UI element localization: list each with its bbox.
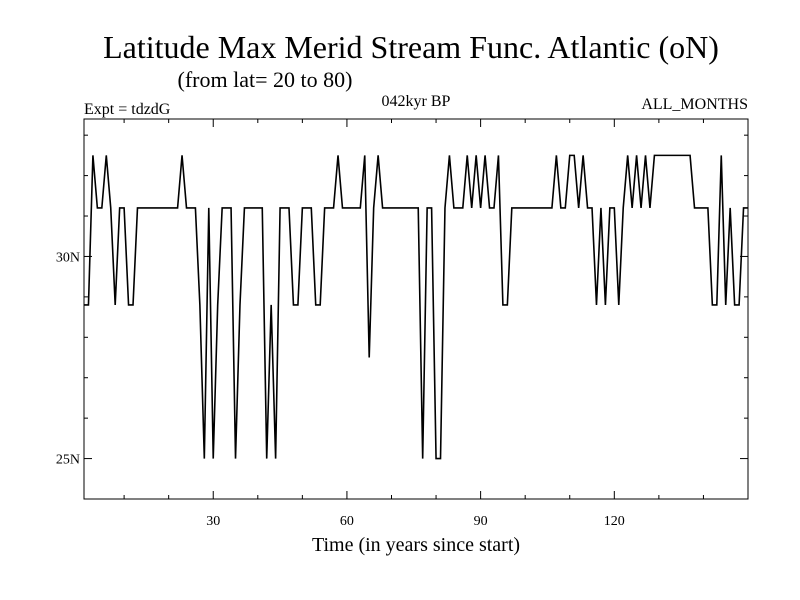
months-label: ALL_MONTHS	[641, 96, 748, 113]
axis-tick-labels: 30 60 90 120 25N 30N	[56, 250, 625, 529]
x-tick-label: 120	[604, 514, 625, 529]
experiment-label: Expt = tdzdG	[84, 101, 171, 118]
x-tick-label: 60	[340, 514, 354, 529]
x-tick-label: 90	[474, 514, 488, 529]
plot-frame	[83, 118, 749, 500]
period-label: 042kyr BP	[382, 93, 451, 110]
series-line	[84, 154, 748, 460]
y-tick-label: 30N	[56, 250, 80, 265]
x-tick-label: 30	[206, 514, 220, 529]
x-axis-label: Time (in years since start)	[312, 534, 520, 556]
chart-title: Latitude Max Merid Stream Func. Atlantic…	[103, 29, 719, 65]
axis-ticks	[84, 119, 749, 500]
y-tick-label: 25N	[56, 453, 80, 468]
chart-subtitle: (from lat= 20 to 80)	[178, 67, 353, 92]
